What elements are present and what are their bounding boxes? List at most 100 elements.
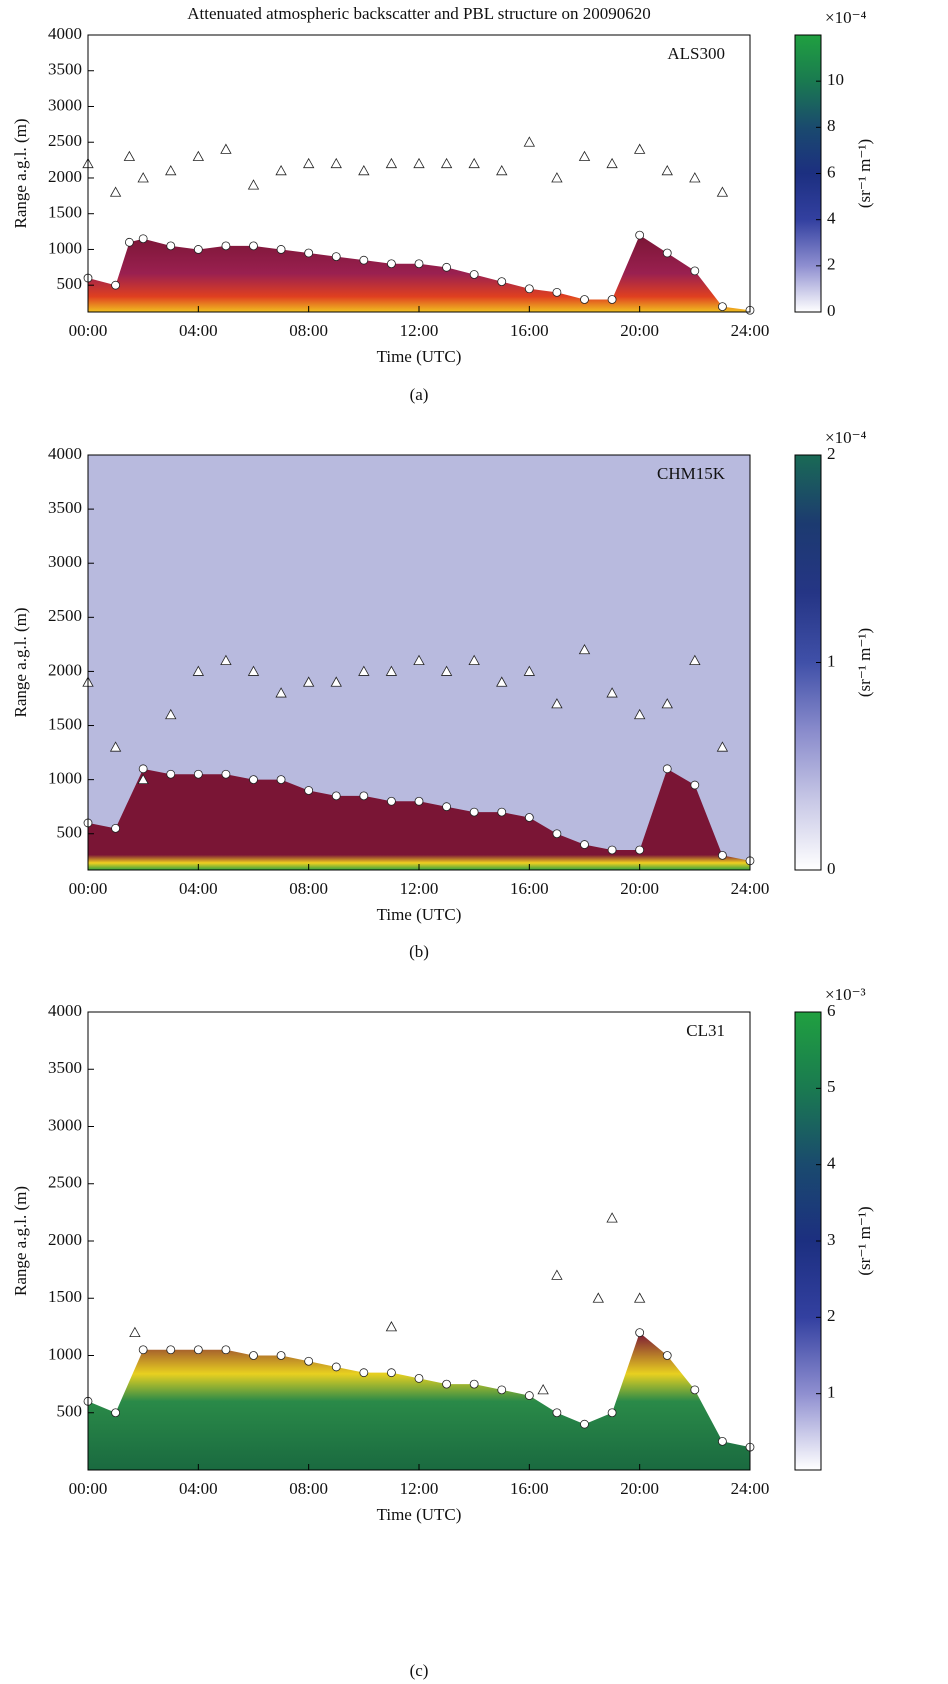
layer-top-point — [578, 150, 591, 161]
x-tick-label: 00:00 — [69, 1479, 108, 1498]
x-tick-label: 24:00 — [731, 1479, 770, 1498]
colorbar-tick-label: 10 — [827, 70, 844, 89]
colorbar-scale: ×10⁻⁴ — [825, 8, 867, 27]
pbl-point — [249, 775, 258, 785]
x-tick-label: 16:00 — [510, 879, 549, 898]
panel-label: (b) — [409, 942, 429, 961]
y-tick-label: 3500 — [48, 1058, 82, 1077]
pbl-point — [304, 1356, 314, 1366]
station-label: CL31 — [686, 1021, 725, 1040]
pbl-point — [524, 813, 534, 822]
x-tick-label: 24:00 — [731, 321, 770, 340]
y-tick-label: 4000 — [48, 24, 82, 43]
layer-top-point — [689, 654, 701, 666]
pbl-point — [221, 1345, 231, 1355]
layer-top-point — [592, 1292, 604, 1303]
pbl-point — [276, 245, 286, 254]
y-tick-label: 2500 — [48, 1173, 82, 1192]
layer-top-point — [606, 1212, 618, 1223]
pbl-point — [497, 807, 507, 817]
layer-top-point — [137, 172, 149, 183]
colorbar-tick-label: 4 — [827, 1154, 836, 1173]
y-tick-label: 3000 — [48, 1115, 82, 1134]
x-axis-label: Time (UTC) — [377, 1505, 462, 1524]
station-label: CHM15K — [657, 464, 726, 483]
pbl-point — [552, 829, 562, 839]
x-tick-label: 24:00 — [731, 879, 770, 898]
colorbar-tick-label: 6 — [827, 162, 836, 181]
layer-top-point — [633, 708, 646, 720]
x-tick-label: 08:00 — [289, 879, 328, 898]
layer-top-point — [109, 186, 122, 197]
colorbar-label: (sr⁻¹ m⁻¹) — [855, 139, 874, 208]
y-tick-label: 1000 — [48, 238, 82, 257]
layer-top-point — [551, 1269, 563, 1280]
pbl-point — [111, 823, 120, 833]
pbl-point — [249, 1351, 258, 1360]
layer-top-point — [129, 1326, 141, 1337]
layer-top-point — [661, 164, 673, 176]
pbl-point — [138, 764, 148, 774]
pbl-point — [331, 252, 341, 262]
pbl-point — [414, 796, 424, 806]
panel-label: (c) — [410, 1661, 429, 1680]
layer-top-point — [275, 164, 287, 176]
x-tick-label: 08:00 — [289, 321, 328, 340]
pbl-point — [111, 280, 120, 290]
x-tick-label: 20:00 — [620, 321, 659, 340]
pbl-point — [359, 255, 369, 265]
layer-top-point — [578, 643, 591, 655]
pbl-point — [249, 241, 258, 251]
pbl-point — [138, 1345, 148, 1355]
layer-top-point — [247, 665, 260, 676]
pbl-point — [690, 780, 700, 790]
layer-top-point — [247, 179, 260, 190]
layer-top-point — [165, 164, 177, 176]
layer-top-point — [689, 172, 701, 183]
layer-top-point — [330, 157, 342, 169]
colorbar-scale: ×10⁻⁴ — [825, 428, 867, 447]
pbl-point — [662, 248, 672, 258]
layer-top-point — [330, 676, 342, 687]
y-tick-label: 2000 — [48, 1230, 82, 1249]
colorbar-tick-label: 2 — [827, 1306, 836, 1325]
layer-top-point — [606, 687, 618, 698]
y-tick-label: 3000 — [48, 95, 82, 114]
layer-top-point — [358, 665, 370, 676]
pbl-point — [359, 791, 369, 801]
pbl-point — [193, 1345, 203, 1355]
pbl-point — [221, 241, 231, 251]
pbl-point — [635, 230, 645, 240]
pbl-point — [580, 840, 589, 849]
pbl-point — [221, 769, 231, 779]
pbl-point — [635, 845, 645, 855]
pbl-point — [662, 1351, 672, 1360]
y-tick-label: 3500 — [48, 498, 82, 517]
layer-top-point — [165, 708, 177, 720]
aerosol-layer — [88, 1332, 750, 1470]
y-tick-label: 1000 — [48, 1344, 82, 1363]
layer-top-point — [440, 665, 453, 676]
y-tick-label: 1500 — [48, 714, 82, 733]
x-tick-label: 16:00 — [510, 1479, 549, 1498]
layer-top-point — [385, 665, 398, 676]
layer-top-point — [358, 164, 370, 176]
y-tick-label: 2000 — [48, 167, 82, 186]
pbl-point — [497, 277, 507, 287]
layer-top-point — [109, 741, 122, 752]
pbl-point — [387, 259, 396, 269]
y-axis-label: Range a.g.l. (m) — [11, 608, 30, 718]
x-tick-label: 20:00 — [620, 1479, 659, 1498]
colorbar-tick-label: 8 — [827, 116, 836, 135]
y-tick-label: 1000 — [48, 769, 82, 788]
y-tick-label: 3500 — [48, 60, 82, 79]
pbl-point — [524, 284, 534, 294]
pbl-point — [497, 1385, 507, 1395]
layer-top-point — [192, 665, 205, 676]
pbl-point — [442, 1379, 451, 1389]
x-tick-label: 16:00 — [510, 321, 549, 340]
pbl-point — [166, 1345, 176, 1355]
y-axis-label: Range a.g.l. (m) — [11, 119, 30, 229]
layer-top-point — [523, 665, 536, 676]
panel-label: (a) — [410, 385, 429, 404]
